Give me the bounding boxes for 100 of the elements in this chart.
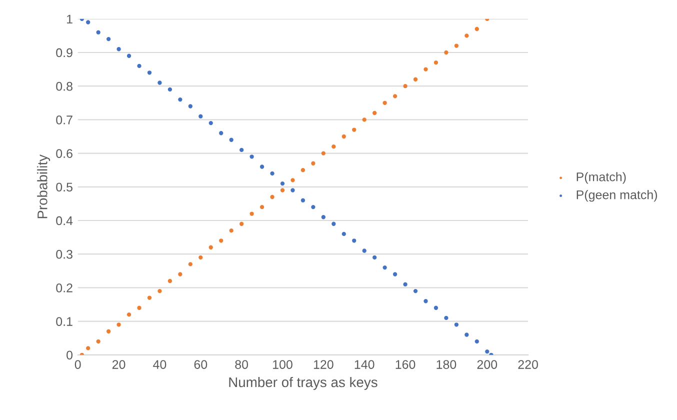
- point: [158, 80, 162, 85]
- point: [342, 134, 346, 139]
- point: [342, 232, 346, 236]
- x-tick-label: 20: [112, 360, 126, 369]
- point: [392, 94, 398, 98]
- point: [424, 299, 428, 304]
- point: [362, 118, 366, 122]
- point: [280, 181, 285, 186]
- point: [188, 262, 192, 266]
- point: [229, 228, 234, 233]
- point: [219, 238, 224, 243]
- x-tick-label: 140: [354, 360, 374, 369]
- y-tick-label: 0.7: [56, 116, 72, 124]
- point: [311, 161, 316, 166]
- point: [239, 222, 244, 226]
- point: [372, 110, 377, 116]
- x-tick-label: 60: [194, 360, 208, 369]
- x-tick-label: 160: [396, 360, 416, 369]
- point: [96, 339, 100, 344]
- point: [311, 204, 316, 210]
- y-axis-title: Probability: [37, 154, 50, 218]
- point: [382, 265, 387, 270]
- point: [474, 26, 479, 32]
- y-tick-label: 1: [66, 14, 72, 24]
- point: [178, 97, 182, 102]
- point: [188, 104, 192, 108]
- point: [434, 60, 438, 65]
- point: [300, 198, 306, 202]
- y-tick-label: 0.1: [56, 317, 72, 326]
- point: [168, 87, 172, 92]
- point: [485, 349, 490, 354]
- point: [229, 138, 234, 142]
- point: [464, 34, 469, 38]
- point: [137, 306, 142, 310]
- legend-label: P(geen match): [576, 190, 658, 202]
- point: [126, 54, 132, 58]
- x-tick-label: 220: [518, 360, 538, 369]
- point: [464, 332, 469, 337]
- point: [198, 114, 203, 118]
- point: [444, 316, 448, 320]
- point: [424, 67, 428, 72]
- point: [198, 255, 203, 260]
- point: [106, 36, 111, 42]
- point: [250, 212, 254, 216]
- x-tick-label: 120: [314, 360, 334, 369]
- x-tick-label: 180: [436, 360, 456, 369]
- point: [403, 282, 408, 286]
- point: [147, 296, 152, 300]
- x-axis-title: Number of trays as keys: [229, 376, 378, 390]
- point: [239, 148, 244, 152]
- y-tick-label: 0.2: [56, 284, 72, 292]
- point: [332, 144, 336, 149]
- point: [208, 120, 213, 126]
- point: [208, 245, 213, 250]
- point: [116, 47, 121, 52]
- y-tick-label: 0.9: [56, 48, 72, 58]
- x-tick-label: 0: [74, 360, 81, 369]
- point: [321, 215, 326, 220]
- y-tick-label: 0.6: [56, 149, 72, 158]
- y-tick-label: 0: [66, 350, 73, 360]
- point: [300, 168, 306, 172]
- point: [280, 188, 285, 192]
- point: [106, 329, 111, 334]
- point: [147, 70, 152, 75]
- point: [260, 164, 264, 169]
- x-tick-label: 200: [477, 360, 498, 369]
- point: [382, 100, 387, 105]
- point: [392, 272, 398, 276]
- x-tick-label: 100: [273, 360, 292, 369]
- point: [270, 194, 274, 200]
- point: [219, 131, 224, 136]
- point: [116, 322, 121, 327]
- point: [362, 248, 366, 253]
- point: [332, 222, 336, 226]
- point: [352, 238, 356, 243]
- y-tick-label: 0.3: [56, 250, 72, 259]
- point: [168, 278, 172, 284]
- point: [158, 288, 162, 294]
- point: [454, 322, 459, 327]
- point: [352, 128, 356, 132]
- point: [321, 151, 326, 156]
- point: [86, 20, 90, 24]
- y-tick-label: 0.5: [56, 182, 72, 192]
- point: [434, 306, 438, 310]
- point: [126, 312, 132, 317]
- point: [413, 77, 418, 82]
- x-tick-label: 40: [153, 360, 166, 369]
- y-tick-label: 0.8: [56, 82, 72, 91]
- point: [454, 44, 459, 48]
- point: [372, 255, 377, 260]
- legend-label: P(match): [576, 172, 626, 184]
- point: [270, 171, 274, 176]
- point: [137, 64, 142, 68]
- point: [96, 30, 100, 34]
- point: [260, 204, 264, 210]
- point: [250, 154, 254, 159]
- point: [290, 188, 295, 192]
- point: [290, 178, 295, 182]
- point: [444, 50, 448, 55]
- y-tick-label: 0.4: [56, 216, 73, 226]
